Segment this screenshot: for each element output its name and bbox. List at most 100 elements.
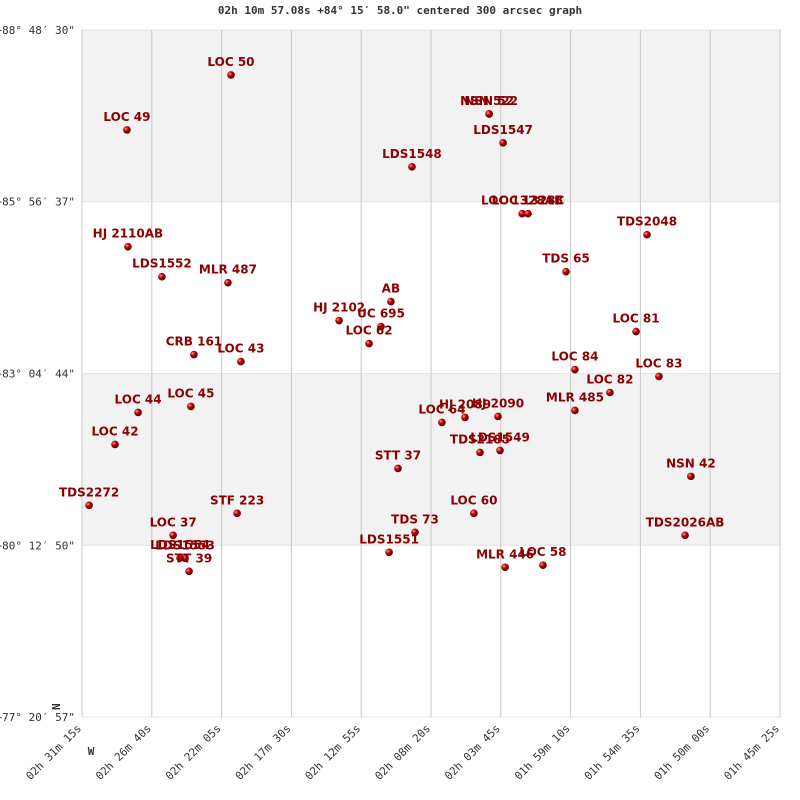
point-label: TDS2272 bbox=[59, 485, 119, 499]
point-label: LOC 64 bbox=[418, 402, 465, 416]
point-label: LOC 49 bbox=[103, 110, 150, 124]
point-label: LOC 1328AB bbox=[481, 194, 563, 208]
star-marker bbox=[227, 71, 235, 79]
point-label: LDS1553 bbox=[155, 538, 215, 552]
star-marker bbox=[681, 531, 689, 540]
point-label: NSN 522 bbox=[460, 94, 518, 108]
star-marker bbox=[539, 561, 547, 570]
y-tick-label: +83° 04′ 44" bbox=[0, 367, 75, 380]
point-label: LOC 60 bbox=[450, 493, 497, 507]
star-marker bbox=[643, 230, 651, 239]
x-tick-label: 01h 50m 00s bbox=[652, 722, 713, 783]
star-marker bbox=[501, 563, 509, 572]
star-marker bbox=[687, 472, 695, 481]
point-label: TDS2048 bbox=[617, 215, 677, 229]
star-marker bbox=[365, 339, 373, 348]
star-marker bbox=[377, 322, 385, 331]
star-marker bbox=[233, 509, 241, 518]
star-marker bbox=[571, 365, 579, 374]
point-label: LOC 58 bbox=[519, 545, 566, 559]
point-label: LOC 82 bbox=[586, 372, 633, 386]
star-marker bbox=[524, 209, 532, 218]
point-label: LOC 84 bbox=[551, 350, 598, 364]
x-tick-label: 01h 59m 10s bbox=[512, 722, 573, 783]
star-marker bbox=[571, 406, 579, 415]
x-tick-label: 02h 12m 55s bbox=[303, 722, 364, 783]
point-label: MLR 487 bbox=[199, 263, 257, 277]
star-marker bbox=[190, 350, 198, 359]
star-marker bbox=[518, 209, 526, 218]
star-marker bbox=[411, 528, 419, 537]
star-marker bbox=[385, 548, 393, 557]
point-label: LOC 62 bbox=[346, 324, 393, 338]
point-label: LOC 42 bbox=[91, 424, 138, 438]
point-label: UC 695 bbox=[357, 307, 405, 321]
star-marker bbox=[237, 357, 245, 366]
y-tick-label: +77° 20′ 57" bbox=[0, 711, 75, 724]
point-label: NSN 52 bbox=[464, 94, 514, 108]
point-label: LOC 81 bbox=[613, 312, 660, 326]
point-label: NSN 42 bbox=[666, 456, 716, 470]
point-label: LOC 37 bbox=[150, 515, 197, 529]
star-marker bbox=[335, 316, 343, 325]
star-marker bbox=[185, 567, 193, 576]
point-label: LOC 1328C bbox=[492, 194, 565, 208]
x-tick-label: 02h 31m 15s bbox=[23, 722, 84, 783]
star-marker bbox=[158, 272, 166, 281]
star-marker bbox=[111, 440, 119, 449]
star-marker bbox=[438, 418, 446, 427]
x-tick-label: 02h 08m 20s bbox=[372, 722, 433, 783]
star-marker bbox=[461, 413, 469, 422]
point-label: STT 39 bbox=[166, 551, 212, 565]
star-marker bbox=[394, 464, 402, 473]
star-marker bbox=[187, 402, 195, 411]
point-label: LDS1551 bbox=[359, 532, 419, 546]
west-label: W bbox=[88, 745, 95, 758]
point-label: LOC 50 bbox=[207, 55, 254, 69]
point-label: HJ 2090 bbox=[472, 396, 524, 410]
point-label: HJ 2102 bbox=[313, 301, 365, 315]
star-marker bbox=[476, 448, 484, 457]
star-marker bbox=[496, 446, 504, 455]
star-marker bbox=[494, 412, 502, 421]
point-label: LOC 44 bbox=[115, 392, 162, 406]
star-marker bbox=[176, 554, 184, 562]
star-marker bbox=[124, 242, 132, 251]
star-marker bbox=[408, 163, 416, 171]
point-label: HJ 2089 bbox=[439, 397, 491, 411]
point-label: STF 223 bbox=[210, 493, 264, 507]
star-marker bbox=[499, 139, 507, 147]
star-marker bbox=[134, 408, 142, 417]
star-marker bbox=[470, 509, 478, 518]
point-label: LOC 83 bbox=[635, 356, 682, 370]
y-tick-label: +85° 56′ 37" bbox=[0, 196, 75, 209]
north-label: N bbox=[50, 703, 63, 710]
point-label: HJ 2110AB bbox=[93, 227, 164, 241]
point-label: STT 37 bbox=[375, 448, 421, 462]
star-marker bbox=[655, 372, 663, 381]
x-tick-label: 01h 54m 35s bbox=[582, 722, 643, 783]
star-marker bbox=[387, 297, 395, 306]
star-marker bbox=[485, 110, 493, 118]
point-label: TDS2185 bbox=[450, 432, 510, 446]
point-label: LOC 43 bbox=[217, 342, 264, 356]
x-tick-label: 02h 17m 30s bbox=[233, 722, 294, 783]
star-marker bbox=[123, 126, 131, 134]
x-tick-label: 02h 22m 05s bbox=[163, 722, 224, 783]
y-tick-label: +88° 48′ 30" bbox=[0, 24, 75, 37]
star-marker bbox=[632, 327, 640, 336]
star-marker bbox=[85, 501, 93, 510]
point-label: LOC 45 bbox=[167, 386, 214, 400]
point-label: MLR 446 bbox=[476, 547, 534, 561]
chart-title: 02h 10m 57.08s +84° 15′ 58.0" centered 3… bbox=[218, 4, 582, 17]
point-label: LDS1552 bbox=[132, 257, 192, 271]
point-label: LDS1548 bbox=[382, 147, 442, 161]
x-tick-label: 02h 03m 45s bbox=[442, 722, 503, 783]
point-label: LDS1554 bbox=[150, 538, 210, 552]
point-label: LDS1549 bbox=[470, 430, 530, 444]
x-tick-label: 02h 26m 40s bbox=[93, 722, 154, 783]
x-tick-label: 01h 45m 25s bbox=[721, 722, 782, 783]
star-marker bbox=[606, 388, 614, 397]
star-marker bbox=[562, 267, 570, 276]
